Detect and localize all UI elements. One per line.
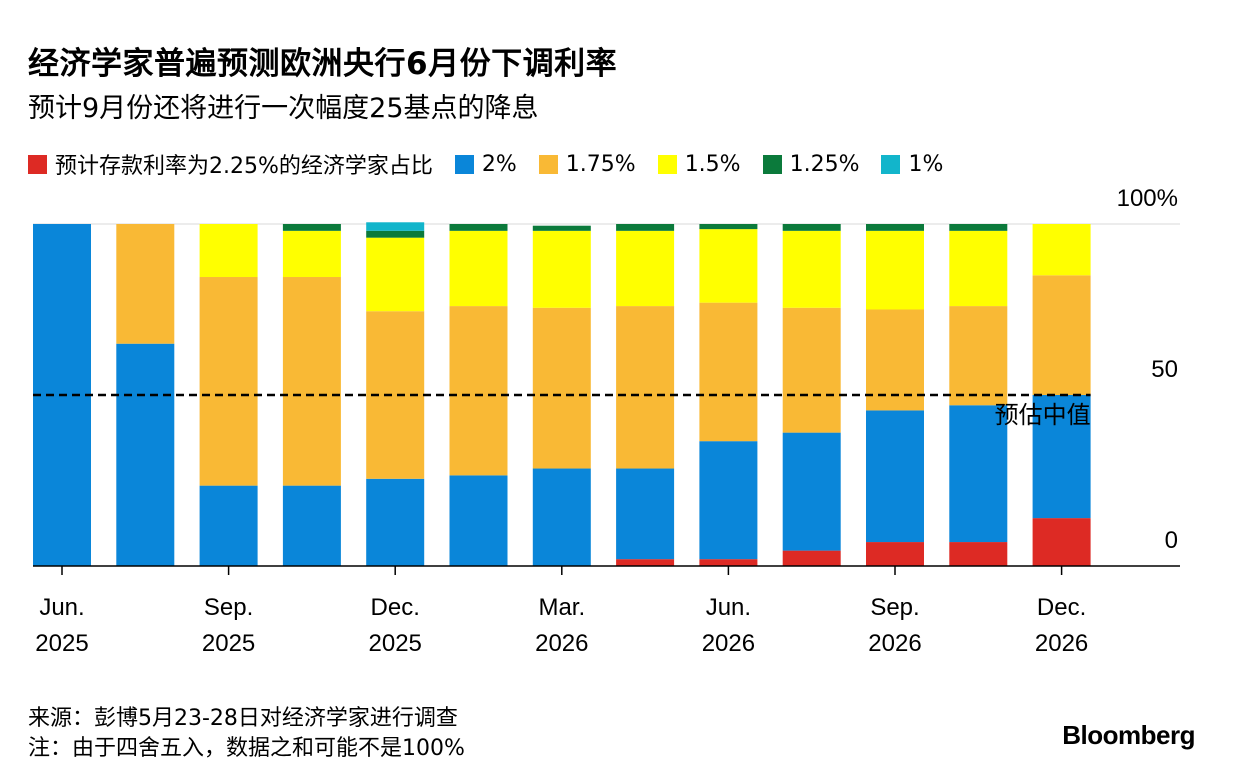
bar-12-series-2	[1032, 275, 1091, 395]
x-tick-label-year-5: 2026	[868, 630, 921, 657]
bar-4-series-3	[366, 237, 425, 312]
bar-3-series-2	[282, 277, 341, 486]
legend-item-1-75: 1.75%	[538, 151, 636, 177]
bar-3-series-3	[282, 230, 341, 278]
bar-10-series-0	[866, 542, 924, 566]
legend-swatch-2-25	[28, 154, 47, 174]
bar-11-series-2	[949, 306, 1008, 406]
bar-9-series-1	[782, 432, 841, 551]
x-tick-label-year-4: 2026	[702, 630, 755, 657]
bar-2-series-3	[199, 224, 258, 278]
bar-11-series-1	[949, 405, 1008, 543]
bar-7-series-3	[616, 230, 675, 307]
bar-8-series-3	[699, 229, 758, 303]
bar-11-series-4	[949, 224, 1008, 231]
y-tick-label-1: 50	[1151, 356, 1178, 383]
bar-12-series-1	[1032, 395, 1091, 519]
bar-4-series-1	[366, 478, 425, 566]
x-tick-label-year-2: 2025	[369, 630, 422, 657]
legend-item-1-5: 1.5%	[657, 151, 741, 177]
bar-8-series-1	[699, 441, 758, 560]
x-tick-label-month-0: Jun.	[39, 594, 84, 621]
legend-item-1-25: 1.25%	[762, 151, 860, 177]
bar-4-series-4	[366, 230, 425, 238]
bar-9-series-4	[782, 224, 841, 231]
legend-label-1-25: 1.25%	[789, 151, 860, 177]
legend-label-2: 2%	[481, 151, 517, 177]
y-tick-label-2: 100%	[1117, 185, 1178, 212]
bar-6-series-4	[532, 225, 591, 231]
bar-7-series-0	[616, 559, 675, 566]
x-tick-label-year-3: 2026	[535, 630, 588, 657]
bar-7-series-4	[616, 224, 675, 231]
bar-7-series-2	[616, 306, 675, 469]
bar-9-series-0	[782, 550, 841, 566]
y-tick-label-0: 0	[1165, 527, 1178, 554]
x-tick-label-month-6: Dec.	[1037, 594, 1086, 621]
bar-8-series-2	[699, 302, 758, 442]
x-tick-label-month-1: Sep.	[204, 594, 253, 621]
x-tick-label-month-5: Sep.	[870, 594, 919, 621]
bar-10-series-4	[866, 224, 924, 231]
bar-2-series-2	[199, 277, 258, 486]
bar-5-series-4	[449, 224, 508, 231]
bar-8-series-4	[699, 224, 758, 230]
legend-label-2-25: 预计存款利率为2.25%的经济学家占比	[55, 154, 433, 179]
bar-12-series-0	[1032, 518, 1091, 566]
bar-3-series-4	[282, 224, 341, 231]
bloomberg-logo: Bloomberg	[1062, 720, 1195, 750]
x-tick-label-month-3: Mar.	[538, 594, 585, 621]
bar-6-series-3	[532, 230, 591, 308]
bar-9-series-2	[782, 307, 841, 433]
median-label: 预估中值	[995, 401, 1091, 429]
stacked-bar-chart: 预估中值 0 50 100% Jun. 2025 Sep. 2025 Dec. 2025 Mar. 2…	[33, 185, 1180, 657]
bar-3-series-1	[282, 485, 341, 566]
legend-swatch-1-75	[538, 154, 558, 174]
bar-12-series-3	[1032, 224, 1091, 276]
bar-2-series-1	[199, 485, 258, 566]
x-tick-label-year-0: 2025	[35, 630, 88, 657]
bar-1-series-1	[116, 343, 175, 566]
bar-6-series-1	[532, 468, 591, 566]
legend-label-1-5: 1.5%	[684, 151, 741, 177]
bar-10-series-2	[866, 309, 924, 411]
bar-5-series-1	[449, 475, 508, 566]
bar-5-series-3	[449, 230, 508, 307]
bar-5-series-2	[449, 306, 508, 476]
x-tick-label-month-2: Dec.	[371, 594, 420, 621]
legend-swatch-2	[454, 154, 474, 174]
legend: 预计存款利率为2.25%的经济学家占比 2% 1.75% 1.5% 1.25% …	[28, 148, 965, 180]
bar-7-series-1	[616, 468, 675, 560]
legend-label-1: 1%	[908, 151, 944, 177]
legend-item-1: 1%	[881, 152, 943, 177]
bar-8-series-0	[699, 559, 758, 566]
bar-1-series-2	[116, 224, 175, 344]
bar-6-series-2	[532, 307, 591, 469]
legend-item-2: 2%	[454, 151, 517, 177]
x-tick-label-year-6: 2026	[1035, 630, 1088, 657]
x-tick-label-year-1: 2025	[202, 630, 255, 657]
bar-11-series-3	[949, 230, 1008, 307]
legend-swatch-1-5	[657, 154, 677, 174]
legend-label-1-75: 1.75%	[565, 151, 636, 177]
legend-swatch-1-25	[762, 154, 782, 174]
chart-title: 经济学家普遍预测欧洲央行6月份下调利率	[28, 46, 618, 82]
source-note: 来源：彭博5月23-28日对经济学家进行调查	[28, 706, 458, 731]
legend-swatch-1	[881, 154, 901, 174]
bar-4-series-5	[366, 222, 425, 231]
rounding-note: 注：由于四舍五入，数据之和可能不是100%	[28, 736, 465, 761]
bar-10-series-3	[866, 230, 924, 310]
bar-11-series-0	[949, 542, 1008, 566]
bar-10-series-1	[866, 410, 924, 543]
legend-item-2-25: 预计存款利率为2.25%的经济学家占比	[28, 148, 433, 180]
bar-9-series-3	[782, 230, 841, 308]
chart-subtitle: 预计9月份还将进行一次幅度25基点的降息	[28, 93, 539, 124]
x-tick-label-month-4: Jun.	[706, 594, 751, 621]
